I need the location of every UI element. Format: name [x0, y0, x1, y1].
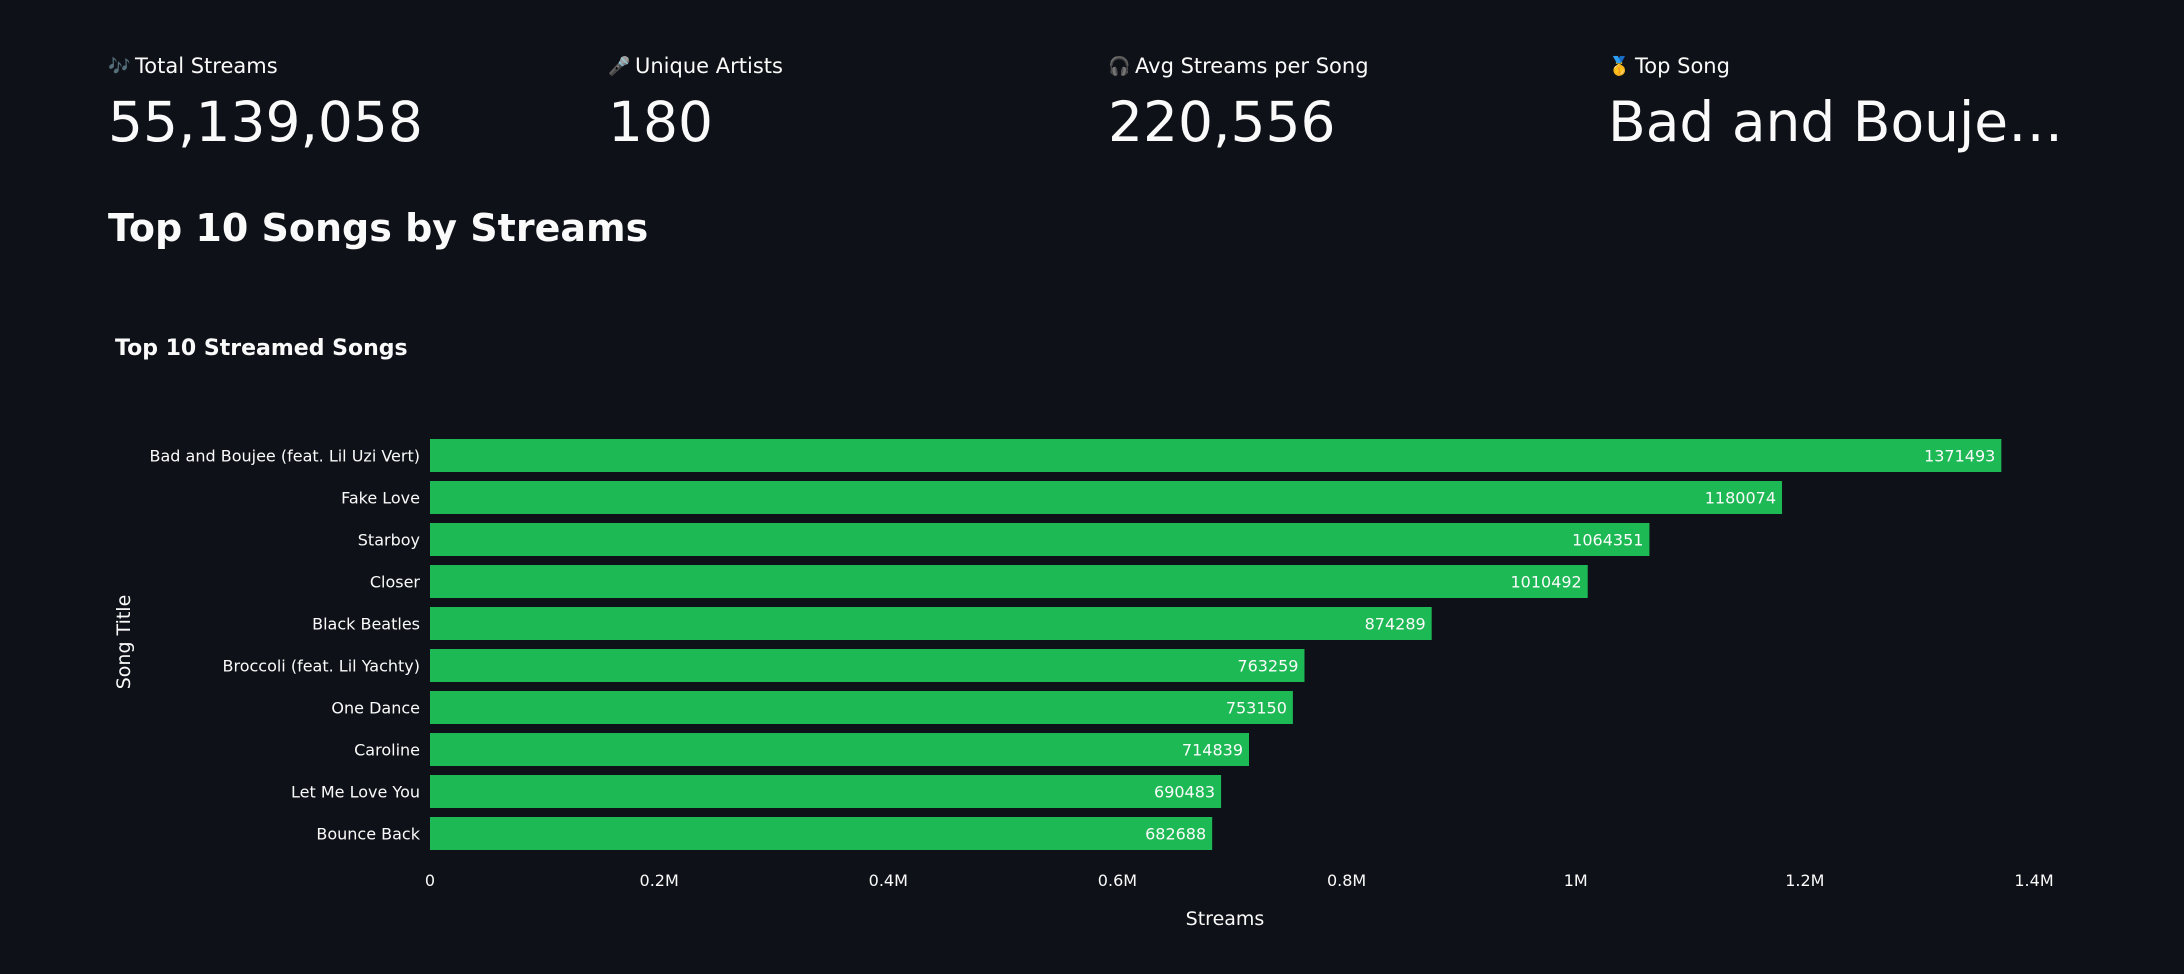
y-tick-label: Closer — [370, 573, 421, 592]
y-tick-label: Fake Love — [341, 489, 420, 508]
metric-value: 180 — [608, 90, 713, 154]
bar-chart[interactable]: Top 10 Streamed Songs 1371493 1180074 1064… — [94, 310, 2088, 974]
metric-avg-streams: 🎧 Avg Streams per Song 220,556 — [1108, 52, 1369, 154]
y-tick-label: Broccoli (feat. Lil Yachty) — [222, 657, 420, 676]
bar-value-label: 1180074 — [1705, 489, 1776, 508]
x-tick-label: 0.4M — [869, 871, 908, 890]
metric-label: Unique Artists — [635, 54, 783, 78]
x-tick-label: 1.2M — [1785, 871, 1824, 890]
bar-value-label: 690483 — [1154, 783, 1215, 802]
bar-value-label: 763259 — [1237, 657, 1298, 676]
metric-label: Total Streams — [135, 54, 278, 78]
y-tick-label: Bad and Boujee (feat. Lil Uzi Vert) — [150, 447, 420, 466]
metric-value: 220,556 — [1108, 90, 1336, 154]
bar-value-label: 874289 — [1365, 615, 1426, 634]
bar-value-label: 753150 — [1226, 699, 1287, 718]
headphones-icon: 🎧 — [1108, 55, 1131, 77]
x-axis-title: Streams — [1186, 908, 1265, 930]
bar[interactable] — [430, 817, 1213, 850]
bar-value-label: 682688 — [1145, 825, 1206, 844]
musical-notes-icon: 🎶 — [108, 55, 131, 77]
bars-group: 1371493 1180074 1064351 1010492 874289 763259… — [430, 439, 2002, 850]
bar[interactable] — [430, 649, 1305, 682]
y-axis-title: Song Title — [113, 595, 135, 690]
y-tick-label: Black Beatles — [312, 615, 420, 634]
bar[interactable] — [430, 607, 1432, 640]
y-tick-label: Bounce Back — [316, 825, 420, 844]
y-tick-label: Let Me Love You — [291, 783, 420, 802]
bar[interactable] — [430, 733, 1250, 766]
x-tick-label: 1.4M — [2014, 871, 2053, 890]
microphone-icon: 🎤 — [608, 55, 631, 77]
y-tick-label: Caroline — [354, 741, 420, 760]
chart-title: Top 10 Streamed Songs — [115, 336, 408, 361]
metric-total-streams: 🎶 Total Streams 55,139,058 — [108, 52, 423, 154]
y-tick-label: Starboy — [358, 531, 420, 550]
metric-value: Bad and Boujee (f… — [1608, 90, 2088, 154]
bar[interactable] — [430, 691, 1293, 724]
bar-value-label: 1371493 — [1924, 447, 1995, 466]
x-tick-label: 1M — [1564, 871, 1588, 890]
metric-label: Avg Streams per Song — [1135, 54, 1369, 78]
metric-unique-artists: 🎤 Unique Artists 180 — [608, 52, 783, 154]
y-tick-label: One Dance — [331, 699, 420, 718]
x-tick-label: 0 — [425, 871, 435, 890]
metric-value: 55,139,058 — [108, 90, 423, 154]
bar[interactable] — [430, 565, 1588, 598]
y-tick-labels: Bad and Boujee (feat. Lil Uzi Vert) Fake … — [150, 447, 421, 844]
bar[interactable] — [430, 481, 1783, 514]
metric-top-song: 🥇 Top Song Bad and Boujee (f… — [1608, 52, 2088, 154]
x-tick-label: 0.8M — [1327, 871, 1366, 890]
x-tick-label: 0.2M — [640, 871, 679, 890]
bar-value-label: 1064351 — [1572, 531, 1643, 550]
medal-icon: 🥇 — [1608, 55, 1631, 77]
bar[interactable] — [430, 439, 2002, 472]
section-title: Top 10 Songs by Streams — [108, 206, 649, 250]
x-tick-labels: 0 0.2M 0.4M 0.6M 0.8M 1M 1.2M 1.4M — [425, 871, 2054, 890]
x-tick-label: 0.6M — [1098, 871, 1137, 890]
bar[interactable] — [430, 523, 1650, 556]
bar-value-label: 1010492 — [1510, 573, 1581, 592]
bar-value-label: 714839 — [1182, 741, 1243, 760]
bar[interactable] — [430, 775, 1222, 808]
chart-container[interactable]: Top 10 Streamed Songs 1371493 1180074 1064… — [94, 310, 2088, 974]
metric-label: Top Song — [1635, 54, 1730, 78]
